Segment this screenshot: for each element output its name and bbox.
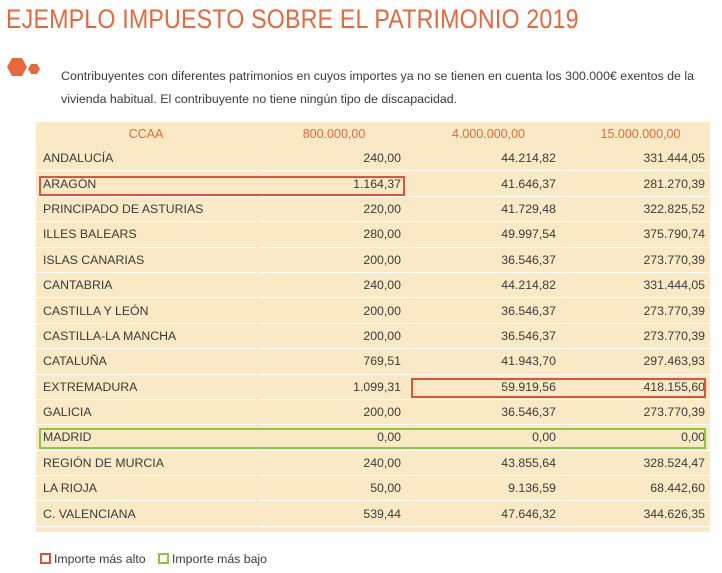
row-ccaa-name: ILLES BALEARS	[36, 222, 256, 248]
row-value-2: 44.214,82	[412, 273, 565, 299]
row-value-1: 1.099,31	[258, 375, 410, 400]
table-row: CANTABRIA 240,00 44.214,82 331.444,05	[36, 273, 714, 299]
row-value-3: 331.444,05	[567, 146, 714, 172]
red-square-icon	[40, 553, 51, 564]
header-15m: 15.000.000,00	[600, 127, 681, 141]
table-row: EXTREMADURA 1.099,31 59.919,56 418.155,60	[36, 375, 714, 400]
row-value-2: 41.646,37	[412, 171, 565, 197]
header-ccaa: CCAA	[128, 127, 164, 141]
table-header-row: CCAA 800.000,00 4.000.000,00 15.000.000,…	[36, 122, 714, 146]
row-value-1: 0,00	[258, 425, 410, 451]
row-value-2: 44.214,82	[412, 146, 565, 172]
table-row: MADRID 0,00 0,00 0,00	[36, 425, 714, 451]
row-value-3: 0,00	[567, 425, 714, 451]
header-4m: 4.000.000,00	[452, 127, 525, 141]
row-ccaa-name: GALICIA	[36, 400, 256, 426]
legend-lowest: Importe más bajo	[158, 552, 267, 566]
table-row: PRINCIPADO DE ASTURIAS 220,00 41.729,48 322…	[36, 197, 714, 223]
table-row: GALICIA 200,00 36.546,37 273.770,39	[36, 400, 714, 426]
table-row: CASTILLA Y LEÓN 200,00 36.546,37 273.770,39	[36, 298, 714, 324]
row-value-1: 769,51	[258, 349, 410, 375]
row-ccaa-name: C. VALENCIANA	[36, 501, 256, 527]
row-value-1: 50,00	[258, 476, 410, 502]
table-row: C. VALENCIANA 539,44 47.646,32 344.626,35	[36, 501, 714, 527]
row-value-1: 1.164,37	[258, 171, 410, 197]
row-value-2: 36.546,37	[412, 248, 565, 273]
row-ccaa-name: LA RIOJA	[36, 476, 256, 502]
table-row: ANDALUCÍA 240,00 44.214,82 331.444,05	[36, 146, 714, 172]
tax-table-container: CCAA 800.000,00 4.000.000,00 15.000.000,…	[36, 122, 714, 532]
row-value-3: 68.442,60	[567, 476, 714, 502]
row-ccaa-name: CASTILLA Y LEÓN	[36, 298, 256, 324]
row-value-1: 240,00	[258, 451, 410, 477]
row-value-3: 375.790,74	[567, 222, 714, 248]
header-800k: 800.000,00	[302, 127, 366, 141]
row-value-3: 331.444,05	[567, 273, 714, 299]
legend-highest-label: Importe más alto	[54, 552, 146, 566]
row-value-3: 273.770,39	[567, 248, 714, 273]
table-row: LA RIOJA 50,00 9.136,59 68.442,60	[36, 476, 714, 502]
row-value-2: 43.855,64	[412, 451, 565, 477]
row-value-1: 200,00	[258, 298, 410, 324]
tax-table: CCAA 800.000,00 4.000.000,00 15.000.000,…	[34, 122, 716, 527]
row-value-1: 220,00	[258, 197, 410, 223]
legend-highest: Importe más alto	[40, 552, 146, 566]
table-row: ARAGÓN 1.164,37 41.646,37 281.270,39	[36, 171, 714, 197]
row-value-3: 322.825,52	[567, 197, 714, 223]
row-value-1: 240,00	[258, 273, 410, 299]
row-ccaa-name: CANTABRIA	[36, 273, 256, 299]
row-value-3: 297.463,93	[567, 349, 714, 375]
description-text: Contribuyentes con diferentes patrimonio…	[61, 69, 695, 106]
row-value-3: 273.770,39	[567, 298, 714, 324]
row-value-2: 49.997,54	[412, 222, 565, 248]
row-value-1: 240,00	[258, 146, 410, 172]
table-row: ISLAS CANARIAS 200,00 36.546,37 273.770,39	[36, 248, 714, 273]
row-value-2: 59.919,56	[412, 375, 565, 400]
row-value-1: 200,00	[258, 324, 410, 350]
table-row: CATALUÑA 769,51 41.943,70 297.463,93	[36, 349, 714, 375]
row-value-1: 200,00	[258, 248, 410, 273]
row-ccaa-name: MADRID	[36, 425, 256, 451]
row-value-3: 344.626,35	[567, 501, 714, 527]
table-row: ILLES BALEARS 280,00 49.997,54 375.790,74	[36, 222, 714, 248]
row-value-3: 281.270,39	[567, 171, 714, 197]
row-ccaa-name: EXTREMADURA	[36, 375, 256, 400]
row-value-2: 0,00	[412, 425, 565, 451]
row-value-2: 9.136,59	[412, 476, 565, 502]
green-square-icon	[158, 553, 169, 564]
row-value-3: 418.155,60	[567, 375, 714, 400]
row-value-2: 47.646,32	[412, 501, 565, 527]
row-value-3: 273.770,39	[567, 400, 714, 426]
row-value-3: 273.770,39	[567, 324, 714, 350]
row-value-3: 328.524,47	[567, 451, 714, 477]
hexagon-decoration-icon	[7, 58, 40, 76]
row-value-2: 41.729,48	[412, 197, 565, 223]
page-title: EJEMPLO IMPUESTO SOBRE EL PATRIMONIO 201…	[6, 4, 579, 34]
row-ccaa-name: ARAGÓN	[36, 171, 256, 197]
row-ccaa-name: ANDALUCÍA	[36, 146, 256, 172]
row-ccaa-name: CASTILLA-LA MANCHA	[36, 324, 256, 350]
row-value-2: 36.546,37	[412, 324, 565, 350]
row-value-1: 200,00	[258, 400, 410, 426]
row-ccaa-name: CATALUÑA	[36, 349, 256, 375]
table-row: CASTILLA-LA MANCHA 200,00 36.546,37 273.770…	[36, 324, 714, 350]
row-ccaa-name: PRINCIPADO DE ASTURIAS	[36, 197, 256, 223]
legend-lowest-label: Importe más bajo	[172, 552, 268, 566]
table-row: REGIÓN DE MURCIA 240,00 43.855,64 328.524,4…	[36, 451, 714, 477]
row-value-2: 36.546,37	[412, 298, 565, 324]
row-ccaa-name: REGIÓN DE MURCIA	[36, 451, 256, 477]
row-value-2: 36.546,37	[412, 400, 565, 426]
row-value-1: 539,44	[258, 501, 410, 527]
row-value-2: 41.943,70	[412, 349, 565, 375]
row-ccaa-name: ISLAS CANARIAS	[36, 248, 256, 273]
row-value-1: 280,00	[258, 222, 410, 248]
